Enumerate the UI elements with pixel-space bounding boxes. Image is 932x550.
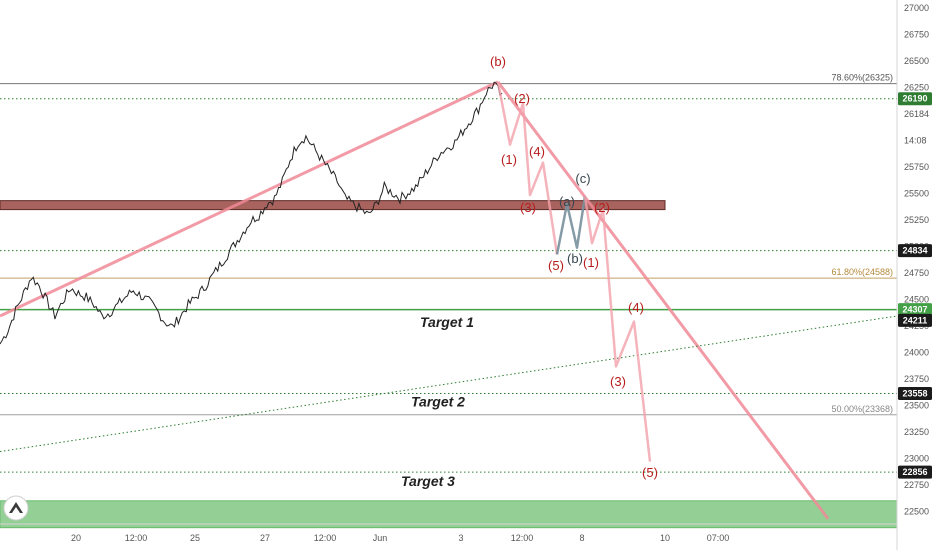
wave-label: (1) <box>501 152 517 167</box>
price-tick-label: 25250 <box>904 215 929 225</box>
price-tick-label: 23750 <box>904 374 929 384</box>
labels-layer: (b) (2) (1) (4) (3) (5) (a) (b) (c) (1) (2) (4) (3) (… <box>401 54 658 489</box>
price-tick-label: 26250 <box>904 83 929 93</box>
fib-label: 78.60%(26325) <box>831 73 893 83</box>
price-layer <box>0 81 503 345</box>
time-tick-label: 12:00 <box>314 533 337 543</box>
target-label: Target 3 <box>401 473 455 489</box>
time-tick-label: 07:00 <box>707 533 730 543</box>
price-badge-label: 22856 <box>902 467 927 477</box>
wave-label: (5) <box>642 465 658 480</box>
trendline-down <box>496 81 830 520</box>
wave-label: (4) <box>529 144 545 159</box>
zones-layer <box>0 200 898 529</box>
target-label: Target 1 <box>420 314 474 330</box>
wave-label: (b) <box>490 54 506 69</box>
wave-label: (a) <box>559 194 575 209</box>
wave-label: (2) <box>514 91 530 106</box>
price-badge <box>898 313 932 327</box>
price-badge <box>898 303 932 317</box>
price-tick-label: 24000 <box>904 348 929 358</box>
tradingview-logo-icon[interactable] <box>3 495 29 521</box>
price-tick-label: 27000 <box>904 3 929 13</box>
price-tick-label: 23250 <box>904 427 929 437</box>
time-tick-label: 3 <box>458 533 463 543</box>
price-tick-label: 25750 <box>904 162 929 172</box>
wave-path-2 <box>583 196 652 462</box>
price-tick-label: 22750 <box>904 480 929 490</box>
price-line <box>0 81 503 345</box>
trendline-up <box>0 80 499 318</box>
wave-label: (1) <box>583 255 599 270</box>
time-tick-label: 10 <box>660 533 670 543</box>
target-label: Target 2 <box>411 394 465 410</box>
price-badge <box>898 465 932 479</box>
price-badge-label: 24211 <box>903 315 928 325</box>
time-tick-label: 12:00 <box>125 533 148 543</box>
time-axis[interactable]: 20 12:00 25 27 12:00 Jun 3 12:00 8 10 07:00 <box>71 533 729 543</box>
price-tick-label: 23500 <box>904 401 929 411</box>
price-badge-label: 23558 <box>902 389 927 399</box>
price-badge-label: 24834 <box>902 246 927 256</box>
wave-label: (c) <box>575 171 590 186</box>
price-badge-label: 26190 <box>902 94 927 104</box>
fib-label: 50.00%(23368) <box>831 404 893 414</box>
price-tick-label: 26184 <box>904 109 929 119</box>
time-tick-label: 20 <box>71 533 81 543</box>
time-tick-label: 12:00 <box>511 533 534 543</box>
time-tick-label: 25 <box>190 533 200 543</box>
trendlines-layer <box>0 80 898 520</box>
wave-path-abc <box>555 196 587 255</box>
wave-label: (4) <box>628 300 644 315</box>
wave-label: (5) <box>548 258 564 273</box>
time-tick-label: 8 <box>579 533 584 543</box>
wave-label: (b) <box>567 251 583 266</box>
wave-label: (3) <box>610 374 626 389</box>
price-badge <box>898 387 932 401</box>
fib-label: 61.80%(24588) <box>831 267 893 277</box>
price-tick-label: 23000 <box>904 454 929 464</box>
wave-label: (3) <box>520 200 536 215</box>
wave-paths-layer <box>496 81 652 462</box>
wave-path-1 <box>496 81 559 255</box>
wave-label: (2) <box>594 200 610 215</box>
levels-layer: 78.60%(26325) 61.80%(24588) 50.00%(23368) <box>0 73 897 473</box>
price-axis[interactable]: 27000 26750 26500 26250 26184 14:08 25750 25500… <box>898 3 932 517</box>
price-badge-label: 24307 <box>902 305 927 315</box>
time-tick-label: Jun <box>373 533 388 543</box>
price-tick-label: 24500 <box>904 295 929 305</box>
zone-resistance <box>0 200 666 211</box>
price-tick-label: 14:08 <box>904 136 927 146</box>
price-tick-label: 26750 <box>904 30 929 40</box>
time-tick-label: 27 <box>260 533 270 543</box>
price-tick-label: 24750 <box>904 268 929 278</box>
price-badge <box>898 244 932 258</box>
price-tick-label: 26500 <box>904 56 929 66</box>
price-tick-label: 22500 <box>904 507 929 517</box>
price-tick-label: 25500 <box>904 189 929 199</box>
price-badge <box>898 92 932 106</box>
